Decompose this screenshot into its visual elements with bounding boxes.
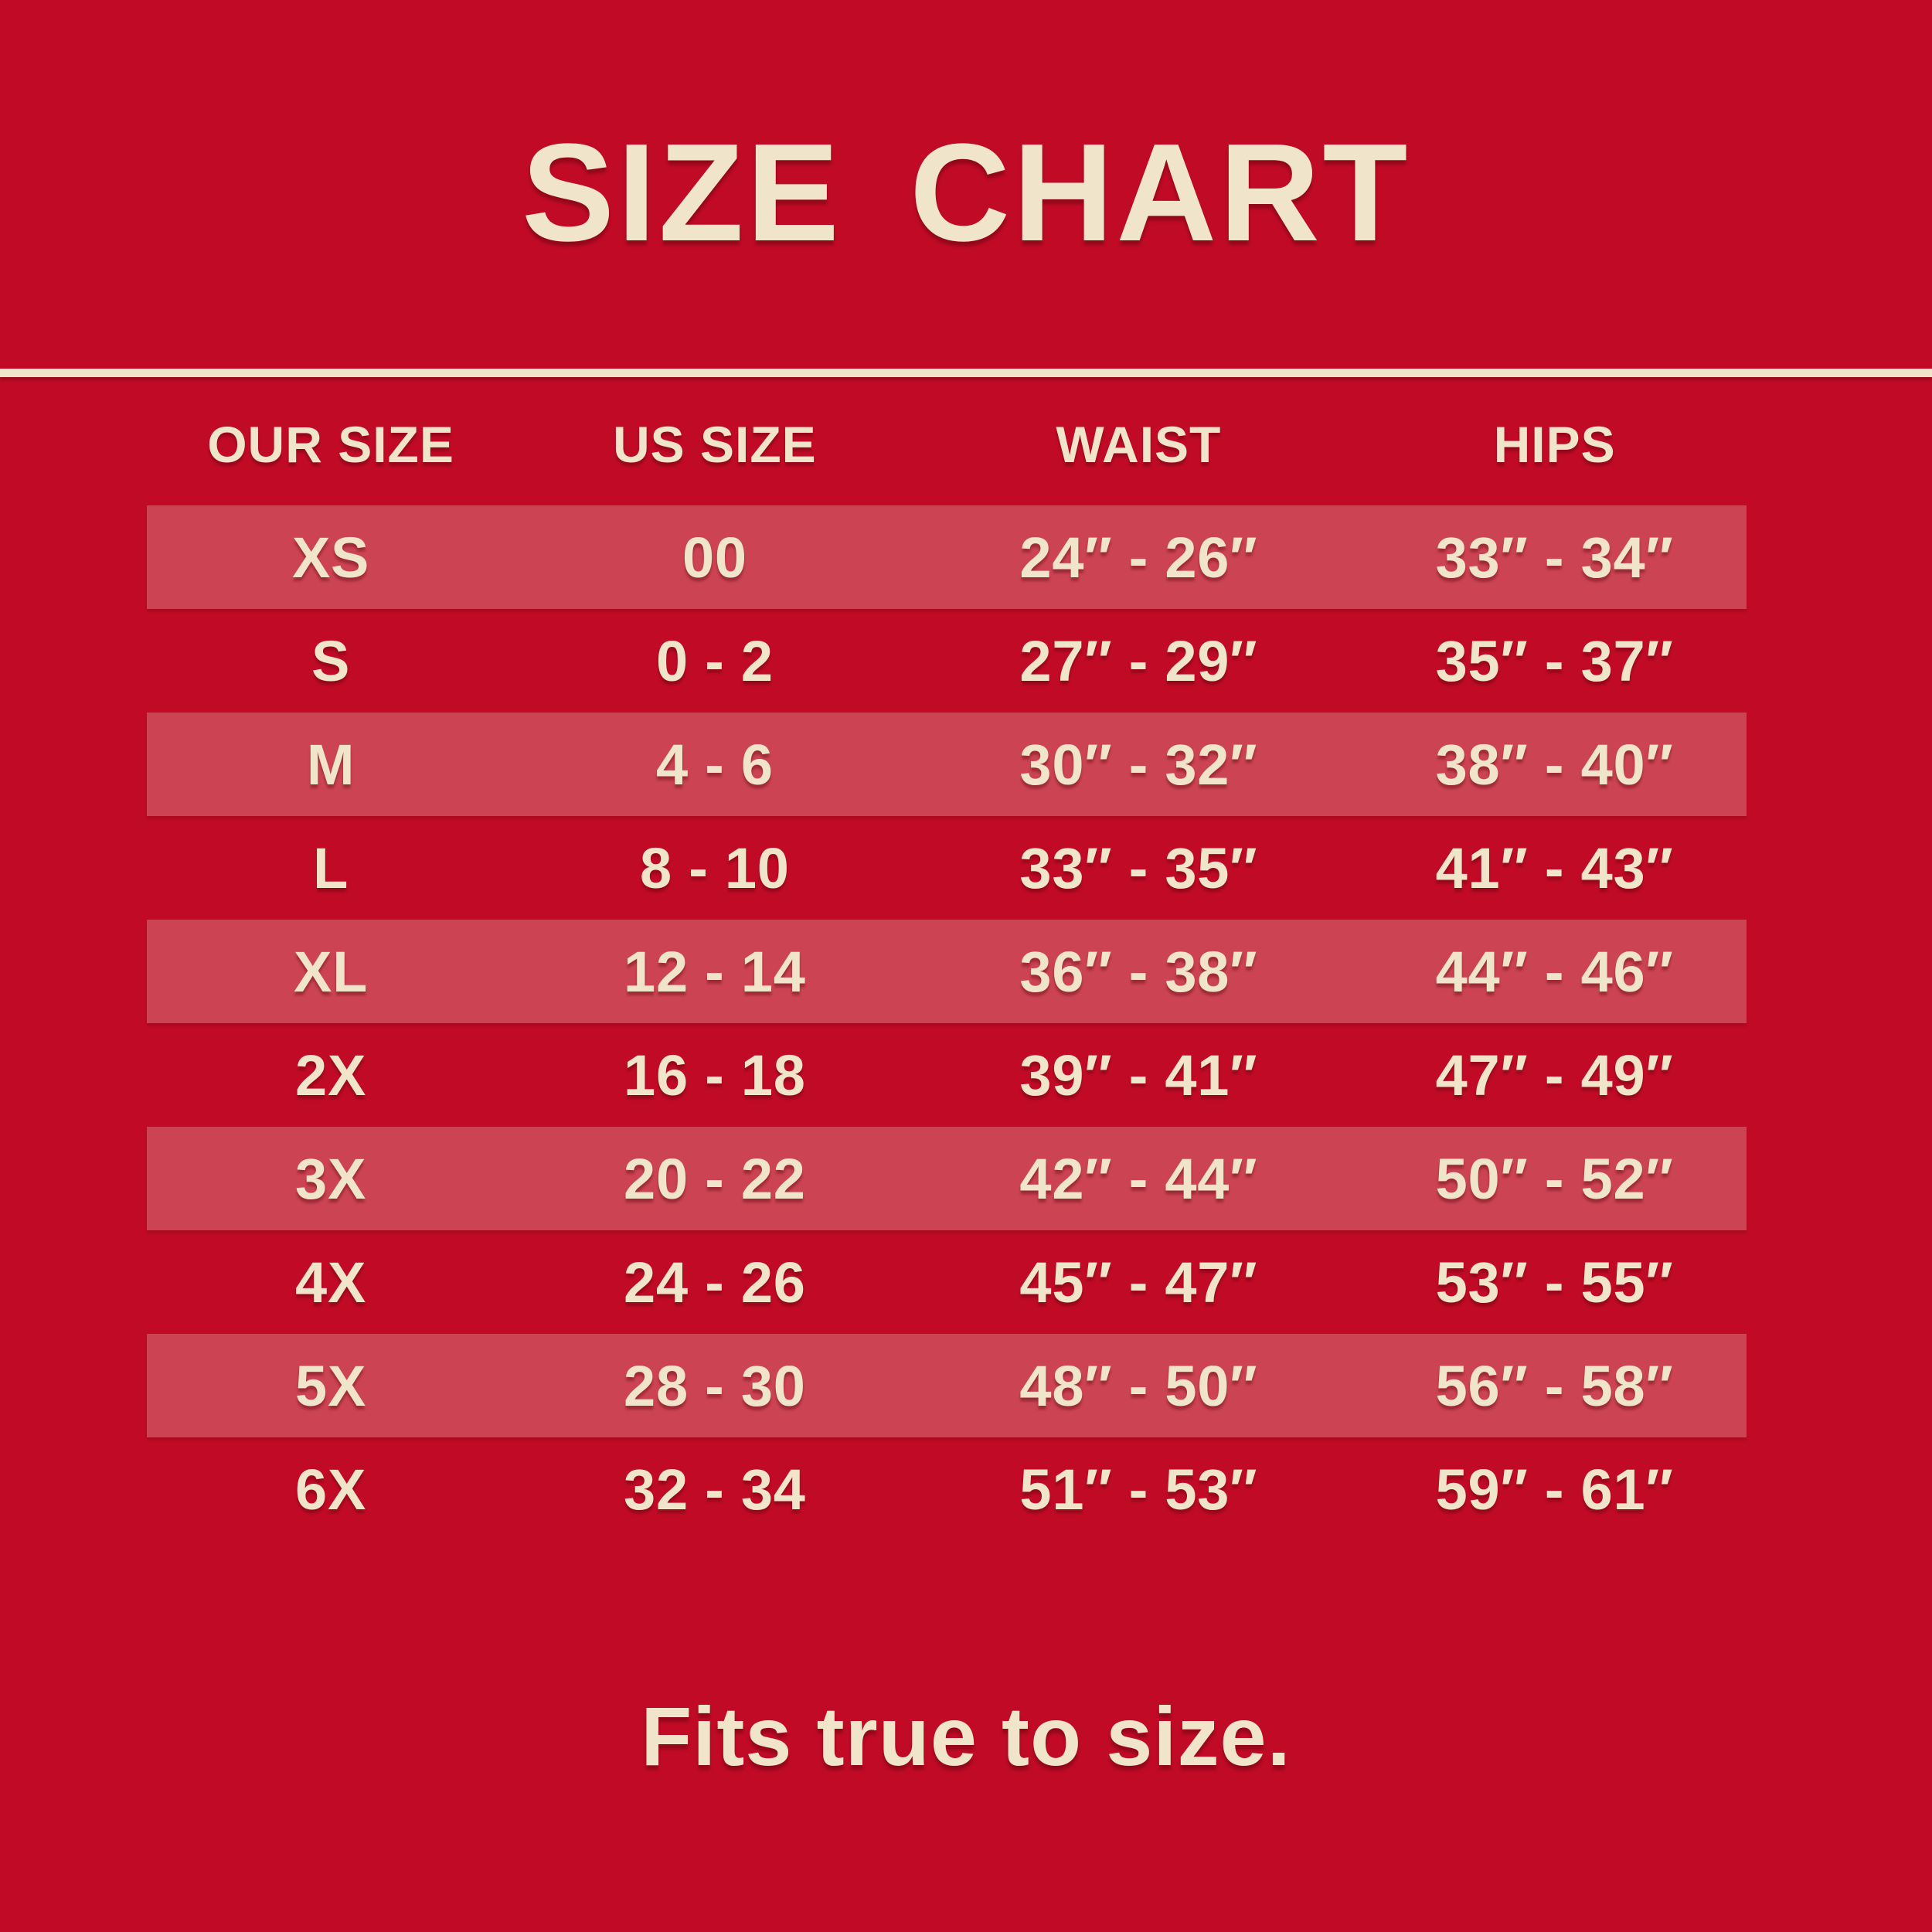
cell-us-size: 28 - 30: [624, 1353, 806, 1418]
column-header-hips: HIPS: [1493, 416, 1616, 473]
table-row: XS 00 24″ - 26″ 33″ - 34″: [147, 505, 1747, 609]
cell-our-size: 6X: [295, 1457, 367, 1522]
cell-our-size: 3X: [295, 1146, 367, 1211]
cell-us-size: 16 - 18: [624, 1043, 806, 1107]
cell-hips: 44″ - 46″: [1435, 939, 1674, 1004]
cell-our-size: L: [313, 835, 349, 900]
table-row: S 0 - 2 27″ - 29″ 35″ - 37″: [147, 609, 1747, 713]
cell-us-size: 00: [682, 525, 747, 590]
cell-waist: 24″ - 26″: [1019, 525, 1258, 590]
cell-us-size: 0 - 2: [655, 628, 774, 693]
table-row: 4X 24 - 26 45″ - 47″ 53″ - 55″: [147, 1230, 1747, 1334]
cell-waist: 27″ - 29″: [1019, 628, 1258, 693]
cell-our-size: 5X: [295, 1353, 367, 1418]
column-header-our-size: OUR SIZE: [207, 416, 454, 473]
column-header-us-size: US SIZE: [613, 416, 817, 473]
cell-waist: 36″ - 38″: [1019, 939, 1258, 1004]
cell-waist: 45″ - 47″: [1019, 1250, 1258, 1315]
cell-us-size: 20 - 22: [624, 1146, 806, 1211]
cell-waist: 39″ - 41″: [1019, 1043, 1258, 1107]
table-row: 3X 20 - 22 42″ - 44″ 50″ - 52″: [147, 1127, 1747, 1230]
cell-hips: 35″ - 37″: [1435, 628, 1674, 693]
cell-us-size: 12 - 14: [624, 939, 806, 1004]
table-row: M 4 - 6 30″ - 32″ 38″ - 40″: [147, 713, 1747, 816]
cell-us-size: 8 - 10: [640, 835, 790, 900]
cell-waist: 42″ - 44″: [1019, 1146, 1258, 1211]
cell-our-size: S: [311, 628, 351, 693]
cell-our-size: XL: [294, 939, 369, 1004]
table-body: XS 00 24″ - 26″ 33″ - 34″ S 0 - 2 27″ - …: [147, 505, 1747, 1541]
fit-note: Fits true to size.: [641, 1689, 1291, 1783]
cell-hips: 41″ - 43″: [1435, 835, 1674, 900]
cell-our-size: 2X: [295, 1043, 367, 1107]
cell-our-size: XS: [291, 525, 370, 590]
table-row: L 8 - 10 33″ - 35″ 41″ - 43″: [147, 816, 1747, 920]
cell-our-size: 4X: [295, 1250, 367, 1315]
table-row: XL 12 - 14 36″ - 38″ 44″ - 46″: [147, 920, 1747, 1023]
page-title: SIZE CHART: [522, 115, 1410, 270]
cell-hips: 59″ - 61″: [1435, 1457, 1674, 1522]
table-row: 6X 32 - 34 51″ - 53″ 59″ - 61″: [147, 1437, 1747, 1541]
cell-us-size: 24 - 26: [624, 1250, 806, 1315]
size-table: OUR SIZE US SIZE WAIST HIPS XS 00 24″ - …: [147, 414, 1747, 1541]
cell-hips: 33″ - 34″: [1435, 525, 1674, 590]
table-row: 2X 16 - 18 39″ - 41″ 47″ - 49″: [147, 1023, 1747, 1127]
cell-waist: 30″ - 32″: [1019, 732, 1258, 797]
divider-line: [0, 369, 1932, 377]
cell-us-size: 4 - 6: [655, 732, 774, 797]
cell-hips: 50″ - 52″: [1435, 1146, 1674, 1211]
cell-waist: 33″ - 35″: [1019, 835, 1258, 900]
cell-waist: 48″ - 50″: [1019, 1353, 1258, 1418]
cell-hips: 47″ - 49″: [1435, 1043, 1674, 1107]
cell-waist: 51″ - 53″: [1019, 1457, 1258, 1522]
cell-hips: 53″ - 55″: [1435, 1250, 1674, 1315]
cell-us-size: 32 - 34: [624, 1457, 806, 1522]
cell-our-size: M: [306, 732, 355, 797]
cell-hips: 56″ - 58″: [1435, 1353, 1674, 1418]
table-header-row: OUR SIZE US SIZE WAIST HIPS: [147, 414, 1747, 474]
cell-hips: 38″ - 40″: [1435, 732, 1674, 797]
column-header-waist: WAIST: [1056, 416, 1222, 473]
table-row: 5X 28 - 30 48″ - 50″ 56″ - 58″: [147, 1334, 1747, 1437]
